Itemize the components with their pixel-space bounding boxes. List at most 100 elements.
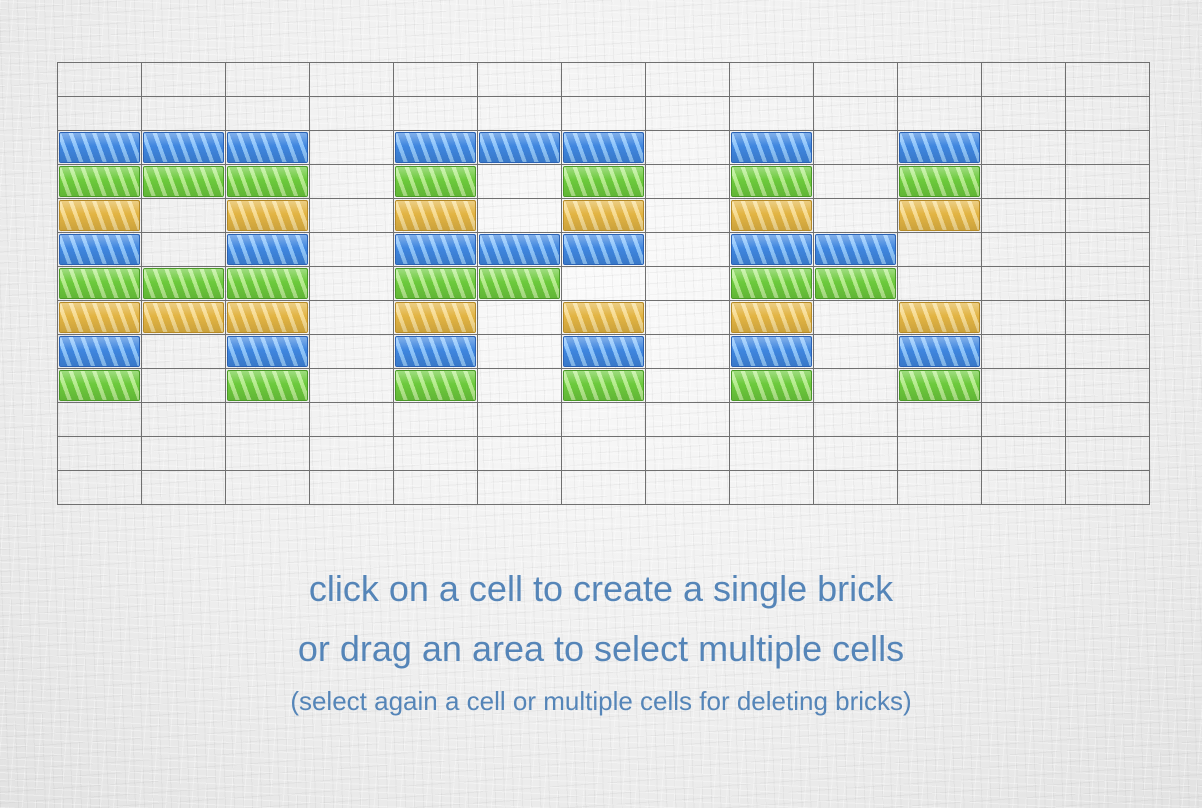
grid-cell[interactable] [226, 471, 310, 505]
grid-cell[interactable] [982, 471, 1066, 505]
yellow-brick[interactable] [395, 200, 476, 231]
grid-cell[interactable] [310, 335, 394, 369]
blue-brick[interactable] [227, 336, 308, 367]
blue-brick[interactable] [479, 132, 560, 163]
grid-cell[interactable] [478, 471, 562, 505]
grid-cell[interactable] [58, 199, 142, 233]
grid-cell[interactable] [646, 97, 730, 131]
grid-cell[interactable] [562, 97, 646, 131]
grid-cell[interactable] [310, 471, 394, 505]
grid-cell[interactable] [982, 267, 1066, 301]
grid-cell[interactable] [1066, 233, 1150, 267]
grid-cell[interactable] [58, 437, 142, 471]
grid-cell[interactable] [394, 437, 478, 471]
yellow-brick[interactable] [899, 200, 980, 231]
grid-cell[interactable] [142, 97, 226, 131]
grid-cell[interactable] [898, 267, 982, 301]
grid-cell[interactable] [142, 437, 226, 471]
grid-cell[interactable] [730, 63, 814, 97]
grid-cell[interactable] [646, 335, 730, 369]
grid-cell[interactable] [982, 301, 1066, 335]
grid-cell[interactable] [562, 131, 646, 165]
green-brick[interactable] [59, 268, 140, 299]
grid-cell[interactable] [646, 267, 730, 301]
grid-cell[interactable] [58, 301, 142, 335]
grid-cell[interactable] [814, 131, 898, 165]
grid-cell[interactable] [646, 471, 730, 505]
grid-cell[interactable] [646, 63, 730, 97]
blue-brick[interactable] [59, 234, 140, 265]
grid-cell[interactable] [898, 369, 982, 403]
grid-cell[interactable] [1066, 199, 1150, 233]
blue-brick[interactable] [731, 234, 812, 265]
grid-cell[interactable] [394, 97, 478, 131]
grid-cell[interactable] [478, 403, 562, 437]
grid-cell[interactable] [142, 471, 226, 505]
grid-cell[interactable] [562, 165, 646, 199]
grid-cell[interactable] [478, 131, 562, 165]
grid-cell[interactable] [142, 199, 226, 233]
grid-cell[interactable] [1066, 97, 1150, 131]
grid-cell[interactable] [562, 335, 646, 369]
grid-cell[interactable] [478, 199, 562, 233]
grid-cell[interactable] [562, 437, 646, 471]
brick-grid[interactable] [57, 62, 1150, 505]
grid-cell[interactable] [562, 403, 646, 437]
blue-brick[interactable] [563, 132, 644, 163]
grid-cell[interactable] [310, 97, 394, 131]
green-brick[interactable] [731, 370, 812, 401]
grid-cell[interactable] [646, 131, 730, 165]
grid-cell[interactable] [310, 403, 394, 437]
grid-cell[interactable] [898, 131, 982, 165]
grid-cell[interactable] [814, 233, 898, 267]
grid-cell[interactable] [394, 403, 478, 437]
grid-cell[interactable] [58, 233, 142, 267]
grid-cell[interactable] [814, 165, 898, 199]
grid-cell[interactable] [898, 471, 982, 505]
grid-cell[interactable] [58, 403, 142, 437]
grid-cell[interactable] [226, 199, 310, 233]
green-brick[interactable] [395, 166, 476, 197]
blue-brick[interactable] [479, 234, 560, 265]
grid-cell[interactable] [142, 131, 226, 165]
grid-cell[interactable] [394, 335, 478, 369]
grid-cell[interactable] [562, 267, 646, 301]
green-brick[interactable] [59, 166, 140, 197]
grid-cell[interactable] [478, 97, 562, 131]
grid-cell[interactable] [730, 131, 814, 165]
grid-cell[interactable] [226, 97, 310, 131]
grid-cell[interactable] [730, 301, 814, 335]
green-brick[interactable] [143, 166, 224, 197]
grid-cell[interactable] [898, 165, 982, 199]
green-brick[interactable] [899, 370, 980, 401]
grid-cell[interactable] [982, 403, 1066, 437]
grid-cell[interactable] [814, 97, 898, 131]
grid-cell[interactable] [226, 131, 310, 165]
grid-cell[interactable] [58, 63, 142, 97]
green-brick[interactable] [395, 370, 476, 401]
grid-cell[interactable] [1066, 301, 1150, 335]
grid-cell[interactable] [730, 369, 814, 403]
grid-cell[interactable] [814, 369, 898, 403]
blue-brick[interactable] [563, 336, 644, 367]
blue-brick[interactable] [143, 132, 224, 163]
grid-cell[interactable] [898, 301, 982, 335]
blue-brick[interactable] [899, 336, 980, 367]
grid-cell[interactable] [478, 233, 562, 267]
grid-cell[interactable] [394, 233, 478, 267]
grid-cell[interactable] [982, 199, 1066, 233]
yellow-brick[interactable] [59, 302, 140, 333]
grid-cell[interactable] [982, 369, 1066, 403]
grid-cell[interactable] [310, 267, 394, 301]
grid-cell[interactable] [226, 437, 310, 471]
green-brick[interactable] [227, 268, 308, 299]
yellow-brick[interactable] [899, 302, 980, 333]
grid-cell[interactable] [142, 369, 226, 403]
grid-cell[interactable] [478, 267, 562, 301]
grid-cell[interactable] [898, 63, 982, 97]
grid-cell[interactable] [646, 437, 730, 471]
grid-cell[interactable] [982, 165, 1066, 199]
grid-cell[interactable] [646, 403, 730, 437]
yellow-brick[interactable] [143, 302, 224, 333]
grid-cell[interactable] [1066, 403, 1150, 437]
